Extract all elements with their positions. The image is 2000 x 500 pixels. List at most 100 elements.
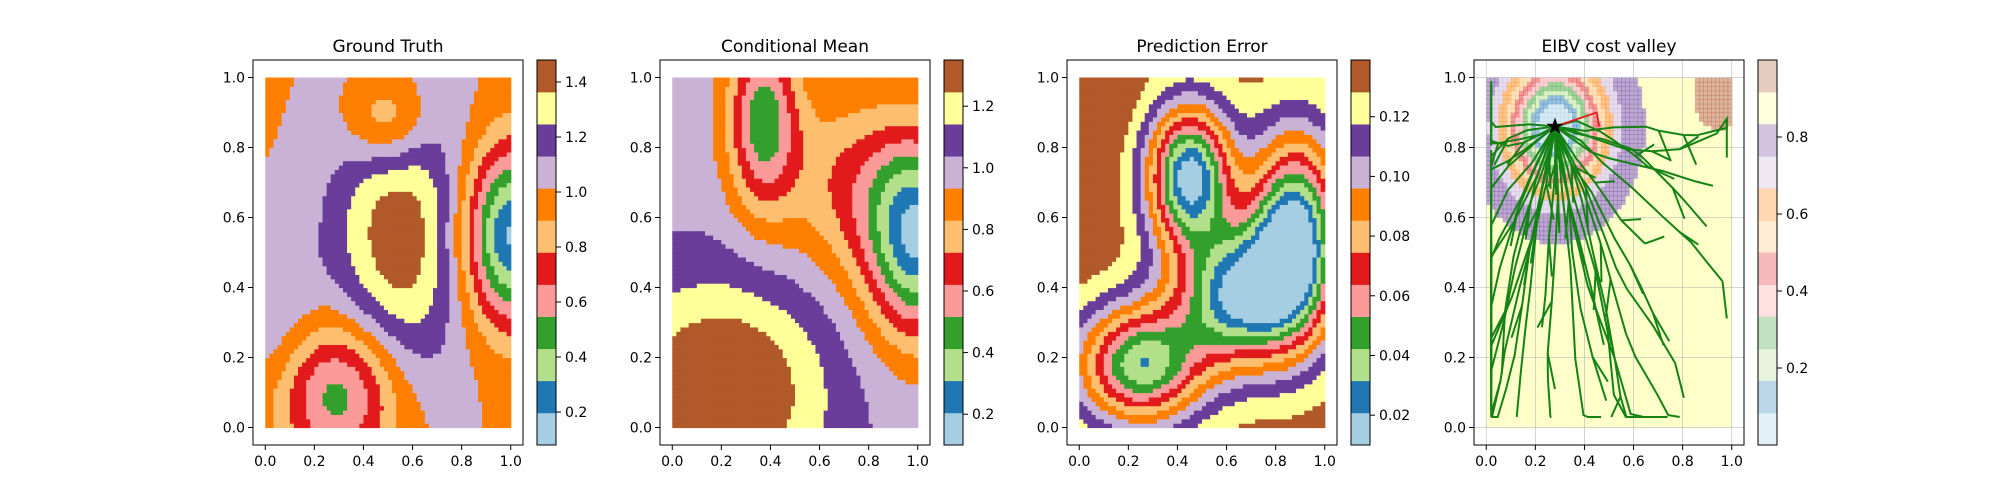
heatmap-cell	[424, 357, 430, 363]
heatmap-cell	[363, 86, 369, 92]
heatmap-cell	[347, 348, 352, 354]
heatmap-cell	[359, 134, 365, 140]
heatmap-cell	[310, 182, 315, 188]
heatmap-cell	[318, 270, 324, 275]
heatmap-cell	[359, 217, 365, 223]
heatmap-cell	[404, 388, 410, 394]
heatmap-cell	[441, 235, 446, 240]
heatmap-cell	[396, 217, 401, 223]
heatmap-cell	[400, 191, 405, 197]
heatmap-cell	[494, 186, 500, 192]
heatmap-cell	[433, 173, 438, 179]
heatmap-cell	[453, 138, 459, 144]
heatmap-cell	[453, 300, 459, 306]
heatmap-cell	[310, 221, 315, 227]
heatmap-cell	[482, 309, 487, 315]
heatmap-cell	[314, 204, 320, 210]
heatmap-cell	[326, 252, 332, 258]
heatmap-cell	[273, 396, 279, 402]
heatmap-cell	[457, 361, 463, 367]
heatmap-cell	[273, 134, 279, 140]
heatmap-cell	[289, 112, 295, 118]
heatmap-cell	[494, 173, 500, 179]
heatmap-cell	[326, 348, 332, 354]
heatmap-cell	[359, 103, 365, 109]
heatmap-cell	[498, 125, 504, 131]
heatmap-cell	[441, 200, 446, 205]
heatmap-cell	[672, 291, 677, 297]
heatmap-cell	[445, 134, 450, 140]
heatmap-cell	[330, 265, 336, 271]
heatmap-cell	[672, 81, 677, 87]
heatmap-cell	[273, 243, 279, 249]
heatmap-cell	[461, 261, 467, 267]
heatmap-cell	[388, 147, 393, 153]
heatmap-cell	[473, 77, 479, 83]
heatmap-cell	[433, 169, 438, 175]
colorbar-tick-label: 0.8	[565, 240, 587, 256]
heatmap-cell	[330, 305, 336, 310]
heatmap-cell	[359, 156, 365, 162]
heatmap-cell	[424, 151, 430, 157]
heatmap-cell	[416, 309, 422, 315]
heatmap-cell	[388, 217, 393, 223]
heatmap-cell	[310, 112, 315, 118]
heatmap-cell	[269, 383, 275, 389]
heatmap-cell	[289, 195, 295, 201]
heatmap-cell	[375, 256, 381, 262]
heatmap-cell	[473, 340, 479, 345]
heatmap-cell	[672, 239, 677, 245]
heatmap-cell	[453, 274, 459, 280]
heatmap-cell	[314, 86, 320, 92]
heatmap-cell	[334, 353, 340, 359]
heatmap-cell	[330, 418, 336, 424]
heatmap-cell	[351, 243, 356, 249]
heatmap-cell	[482, 305, 487, 310]
heatmap-cell	[445, 138, 450, 144]
heatmap-cell	[289, 405, 295, 411]
heatmap-cell	[453, 108, 459, 114]
heatmap-cell	[314, 305, 320, 310]
heatmap-cell	[441, 418, 446, 424]
heatmap-cell	[506, 414, 512, 420]
heatmap-cell	[457, 322, 463, 328]
heatmap-cell	[408, 366, 414, 372]
heatmap-cell	[289, 291, 295, 297]
heatmap-cell	[285, 125, 291, 131]
heatmap-cell	[465, 348, 471, 354]
heatmap-cell	[428, 143, 434, 149]
heatmap-cell	[281, 322, 287, 328]
heatmap-cell	[269, 379, 275, 385]
heatmap-cell	[498, 388, 504, 394]
heatmap-cell	[408, 265, 414, 271]
heatmap-cell	[392, 108, 397, 114]
heatmap-cell	[433, 392, 438, 398]
heatmap-cell	[457, 221, 463, 227]
heatmap-cell	[306, 287, 311, 293]
heatmap-cell	[265, 357, 270, 363]
heatmap-cell	[347, 414, 352, 420]
heatmap-cell	[347, 151, 352, 157]
heatmap-cell	[318, 318, 324, 324]
heatmap-cell	[437, 108, 442, 114]
heatmap-cell	[322, 204, 328, 210]
heatmap-cell	[343, 165, 348, 170]
heatmap-cell	[371, 116, 377, 122]
heatmap-cell	[404, 125, 410, 131]
heatmap-cell	[277, 256, 283, 262]
heatmap-cell	[310, 108, 315, 114]
heatmap-cell	[416, 239, 422, 245]
heatmap-cell	[400, 235, 405, 240]
heatmap-cell	[449, 283, 455, 289]
heatmap-cell	[310, 353, 315, 359]
heatmap-cell	[424, 383, 430, 389]
heatmap-cell	[396, 375, 401, 380]
colorbar-tick-label: 0.4	[565, 350, 587, 366]
heatmap-cell	[326, 121, 332, 127]
heatmap-cell	[502, 423, 508, 429]
heatmap-cell	[277, 261, 283, 267]
heatmap-cell	[445, 335, 450, 341]
heatmap-cell	[326, 86, 332, 92]
heatmap-cell	[302, 348, 307, 354]
heatmap-cell	[486, 195, 491, 201]
